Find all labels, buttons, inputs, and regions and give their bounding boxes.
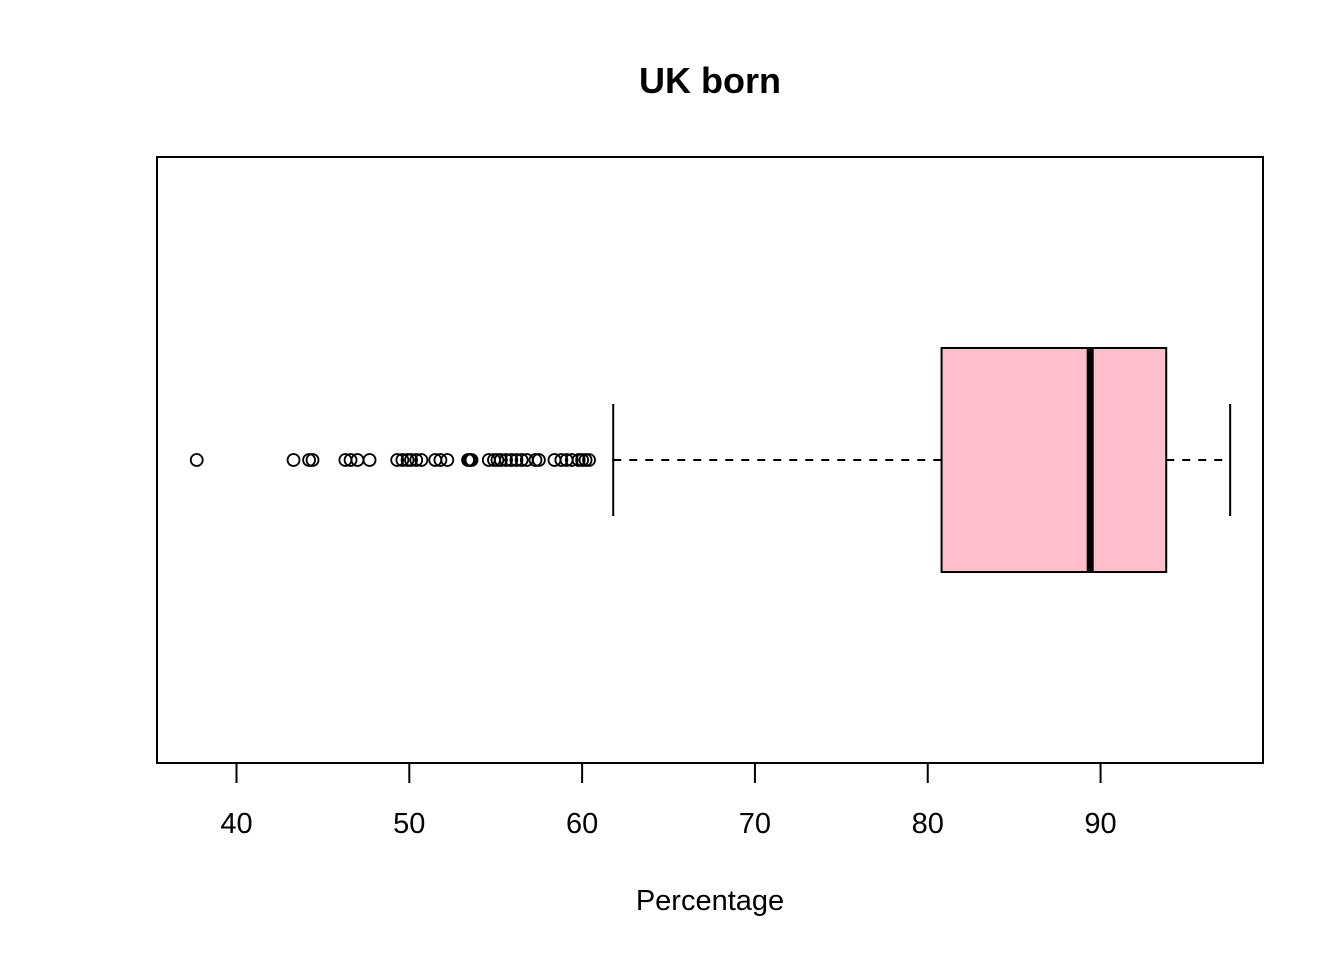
outlier-point <box>350 453 365 467</box>
outlier-point <box>362 453 377 467</box>
outlier-point <box>554 453 569 467</box>
outlier-point <box>514 453 529 467</box>
outlier-point <box>528 453 543 467</box>
outlier-point <box>493 453 508 467</box>
outlier-point <box>400 453 415 467</box>
x-tick-label: 80 <box>912 808 944 840</box>
outlier-point <box>578 453 593 467</box>
outlier-point <box>575 453 590 467</box>
outlier-point <box>571 453 586 467</box>
outlier-point <box>305 453 320 467</box>
outlier-point <box>532 453 546 467</box>
outlier-point <box>547 453 562 467</box>
outlier-point <box>409 453 424 467</box>
outlier-point <box>286 453 301 467</box>
x-axis-label: Percentage <box>636 885 784 917</box>
outlier-point <box>509 453 524 467</box>
outlier-point <box>414 453 429 467</box>
outlier-point <box>504 453 519 467</box>
outlier-point <box>404 453 418 467</box>
outlier-point <box>395 453 410 467</box>
outlier-point <box>433 453 448 467</box>
outlier-point <box>390 453 405 467</box>
outlier-point <box>490 453 505 467</box>
outlier-point <box>189 453 204 467</box>
outlier-point <box>564 453 579 467</box>
outlier-point <box>343 453 358 467</box>
outlier-point <box>582 453 596 467</box>
x-tick-label: 90 <box>1084 808 1116 840</box>
x-tick-label: 70 <box>739 808 771 840</box>
x-tick-label: 40 <box>220 808 252 840</box>
outlier-points <box>189 453 596 467</box>
outlier-point <box>302 453 316 467</box>
x-axis: 40 50 60 70 80 90 <box>220 762 1117 840</box>
box-plot <box>612 347 1232 573</box>
x-tick-label: 60 <box>566 808 598 840</box>
x-tick-label: 50 <box>393 808 425 840</box>
chart-title: UK born <box>639 60 781 101</box>
iqr-box <box>940 347 1168 573</box>
outlier-point <box>440 453 455 467</box>
outlier-point <box>499 453 513 467</box>
outlier-point <box>464 453 479 467</box>
